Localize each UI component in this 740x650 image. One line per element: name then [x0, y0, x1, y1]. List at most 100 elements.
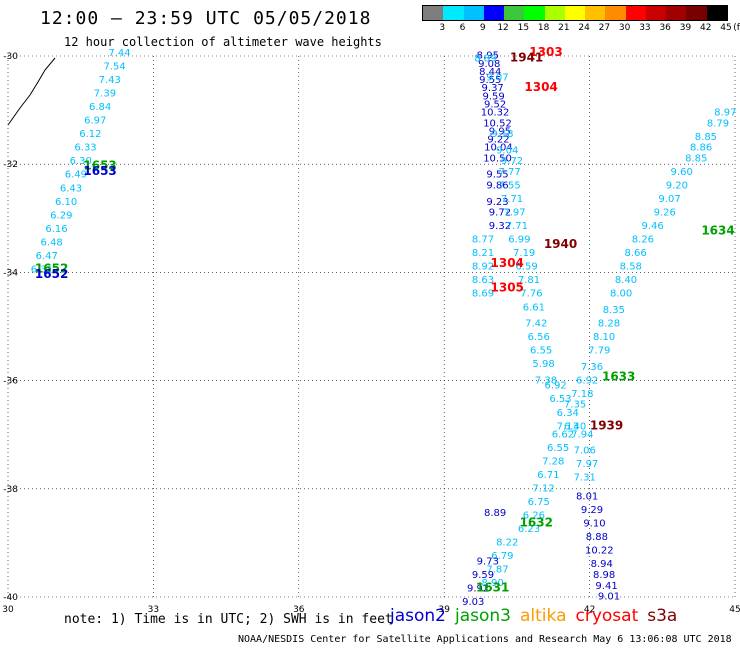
- mission-jason2: jason2: [390, 606, 446, 626]
- wave-height-value: 6.99: [508, 235, 530, 246]
- legend-label: 30: [618, 23, 631, 33]
- wave-height-value: 6.59: [515, 262, 537, 273]
- legend-swatch: [645, 6, 667, 20]
- legend-swatch: [443, 6, 464, 20]
- legend-swatch: [544, 6, 565, 20]
- wave-height-value: 8.22: [496, 538, 518, 549]
- wave-height-value: 7.71: [506, 221, 528, 232]
- wave-height-value: 8.97: [714, 108, 736, 119]
- wave-height-value: 7.55: [498, 181, 520, 192]
- track-jason2-1653-1652: 7.44 7.54 7.43 7.39 6.84 6.97 6.12 6.33 6.30 6.49…: [31, 48, 131, 275]
- wave-height-value: 8.26: [632, 235, 654, 246]
- wave-height-value: 9.60: [671, 167, 693, 178]
- lon-tick-label: 36: [293, 605, 305, 615]
- wave-height-value: 6.33: [74, 143, 96, 154]
- pass-time-label: 1652: [35, 261, 68, 275]
- legend-label: 18: [537, 23, 550, 33]
- wave-height-value: 7.54: [103, 62, 125, 73]
- mission-jason3: jason3: [455, 606, 511, 626]
- pass-time-label: 1304: [524, 80, 557, 94]
- wave-height-value: 6.56: [528, 332, 550, 343]
- legend-label: 39: [679, 23, 692, 33]
- legend-swatch: [585, 6, 606, 20]
- footnote: note: 1) Time is in UTC; 2) SWH is in fe…: [64, 612, 393, 627]
- wave-height-value: 7.06: [574, 446, 596, 457]
- lat-lon-grid: [7, 55, 736, 598]
- wave-height-value: 9.01: [598, 592, 620, 603]
- legend-label: 15: [517, 23, 530, 33]
- wave-height-value: 9.59: [483, 91, 505, 102]
- wave-height-value: 6.55: [547, 443, 569, 454]
- wave-height-value: 10.32: [481, 108, 510, 119]
- wave-height-value: 9.41: [595, 581, 617, 592]
- wave-height-value: 8.40: [615, 275, 637, 286]
- wave-height-value: 9.72: [501, 156, 523, 167]
- map-subtitle: 12 hour collection of altimeter wave hei…: [64, 35, 382, 49]
- wave-height-value: 7.31: [574, 473, 596, 484]
- wave-height-value: 9.07: [486, 72, 508, 83]
- pass-time-label: 1303: [529, 45, 562, 59]
- pass-time-label: 1653: [83, 164, 116, 178]
- wave-height-value: 9.07: [658, 194, 680, 205]
- wave-height-value: 8.58: [620, 262, 642, 273]
- wave-height-value: 9.23: [486, 197, 508, 208]
- wave-height-value: 7.13: [557, 421, 579, 432]
- wave-height-value: 6.97: [84, 116, 106, 127]
- legend-swatch: [625, 6, 646, 20]
- wave-height-value: 8.35: [603, 305, 625, 316]
- mission-legend: jason2 jason3 altika cryosat s3a: [390, 606, 686, 626]
- legend-swatch: [564, 6, 586, 20]
- wave-height-value: 7.87: [486, 565, 508, 576]
- wave-height-value: 9.18: [491, 129, 513, 140]
- legend-swatch: [686, 6, 707, 20]
- legend-swatch: [706, 6, 727, 20]
- pass-time-label: 1653: [83, 159, 116, 173]
- wave-height-value: 5.98: [532, 359, 554, 370]
- pass-time-label: 1634: [701, 224, 734, 238]
- lon-tick-label: 42: [584, 605, 595, 615]
- wave-height-value: 7.71: [501, 194, 523, 205]
- wave-height-value: 10.50: [483, 153, 512, 164]
- lon-tick-label: 33: [148, 605, 159, 615]
- color-scale-bar: [422, 5, 728, 21]
- wave-height-value: 7.97: [576, 459, 598, 470]
- wave-height-value: 8.44: [479, 67, 501, 78]
- lon-tick-label: 39: [438, 605, 450, 615]
- wave-height-value: 9.22: [487, 135, 509, 146]
- wave-height-value: 6.23: [518, 524, 540, 535]
- coastline: [7, 57, 56, 126]
- legend-label: 36: [659, 23, 671, 33]
- wave-height-value: 9.32: [489, 221, 511, 232]
- wave-height-value: 9.20: [666, 181, 688, 192]
- wave-height-value: 7.76: [520, 289, 542, 300]
- lon-tick-label: 45: [729, 605, 740, 615]
- wave-height-value: 6.84: [89, 102, 111, 113]
- legend-swatch: [463, 6, 484, 20]
- wave-height-value: 9.08: [478, 59, 500, 70]
- track-s3a-1941-1939-light: 8.899.079.189.049.727.777.557.717.977.71…: [474, 53, 598, 483]
- wave-height-value: 7.18: [571, 389, 593, 400]
- pass-time-label: 1631: [476, 581, 509, 595]
- wave-height-value: 9.04: [496, 145, 518, 156]
- credit-line: NOAA/NESDIS Center for Satellite Applica…: [238, 634, 732, 645]
- wave-height-value: 7.94: [571, 429, 593, 440]
- wave-height-value: 6.79: [491, 551, 513, 562]
- wave-height-value: 6.47: [36, 251, 58, 262]
- wave-height-value: 8.95: [477, 51, 499, 62]
- wave-height-value: 8.01: [576, 492, 598, 503]
- wave-height-value: 8.21: [472, 248, 494, 259]
- legend-label: 33: [639, 23, 651, 33]
- track-s3a-1941-1939: 8.959.088.449.559.379.599.5210.3210.529.…: [477, 51, 513, 232]
- legend-swatch: [605, 6, 626, 20]
- wave-height-value: 8.28: [598, 319, 620, 330]
- wave-height-value: 7.35: [564, 400, 586, 411]
- wave-height-value: 7.81: [518, 275, 540, 286]
- legend-label: 12: [497, 23, 509, 33]
- wave-height-value: 9.03: [462, 597, 484, 608]
- pass-time-label: 1939: [590, 418, 623, 432]
- legend-label: 24: [578, 23, 590, 33]
- wave-height-value: 10.22: [585, 546, 614, 557]
- wave-height-value: 6.71: [537, 470, 559, 481]
